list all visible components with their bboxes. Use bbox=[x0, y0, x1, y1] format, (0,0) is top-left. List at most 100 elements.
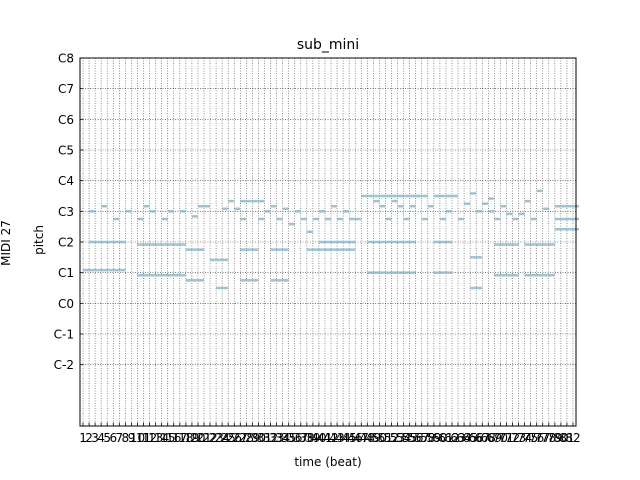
y-tick-label: C3 bbox=[58, 205, 74, 219]
x-tick-label: 79 bbox=[547, 431, 562, 445]
x-tick-label: 40 bbox=[311, 431, 326, 445]
note bbox=[167, 210, 174, 213]
note bbox=[409, 204, 416, 208]
note bbox=[240, 217, 247, 221]
x-tick-label: 27 bbox=[233, 431, 248, 445]
x-tick-label: 5 bbox=[103, 431, 111, 445]
note bbox=[452, 194, 459, 198]
note bbox=[554, 217, 580, 221]
x-tick-label: 18 bbox=[178, 431, 193, 445]
note bbox=[143, 204, 150, 208]
note bbox=[500, 204, 507, 208]
note bbox=[137, 217, 144, 221]
x-tick-label: 51 bbox=[378, 431, 393, 445]
note bbox=[458, 217, 465, 221]
note bbox=[125, 210, 132, 213]
x-tick-label: 76 bbox=[529, 431, 544, 445]
note bbox=[464, 202, 471, 205]
note bbox=[476, 210, 483, 213]
x-tick-label: 26 bbox=[227, 431, 242, 445]
note bbox=[137, 243, 186, 246]
x-tick-label: 67 bbox=[475, 431, 490, 445]
note bbox=[113, 217, 120, 221]
note bbox=[258, 217, 265, 221]
note bbox=[433, 194, 452, 198]
x-tick-label: 42 bbox=[323, 431, 338, 445]
note bbox=[300, 217, 307, 221]
note bbox=[542, 207, 549, 211]
x-ticks: 1234567891011121314151617181920212223242… bbox=[79, 422, 581, 445]
x-tick-label: 81 bbox=[559, 431, 574, 445]
note bbox=[185, 279, 204, 282]
note bbox=[216, 286, 229, 290]
plot-frame bbox=[79, 57, 577, 427]
note bbox=[179, 210, 186, 213]
note bbox=[240, 279, 259, 282]
x-tick-label: 13 bbox=[148, 431, 163, 445]
note bbox=[427, 204, 434, 208]
x-tick-label: 7 bbox=[115, 431, 123, 445]
note bbox=[270, 279, 289, 282]
x-tick-label: 57 bbox=[414, 431, 429, 445]
x-tick-label: 77 bbox=[535, 431, 550, 445]
y-tick-label: C1 bbox=[58, 266, 74, 280]
note bbox=[343, 210, 350, 213]
note bbox=[228, 199, 235, 203]
x-tick-label: 61 bbox=[438, 431, 453, 445]
note bbox=[83, 268, 126, 272]
x-tick-label: 71 bbox=[499, 431, 514, 445]
note bbox=[415, 194, 428, 198]
note bbox=[530, 217, 537, 221]
x-tick-label: 70 bbox=[493, 431, 508, 445]
note bbox=[488, 197, 495, 200]
note bbox=[433, 240, 452, 244]
note bbox=[506, 212, 513, 216]
x-tick-label: 60 bbox=[432, 431, 447, 445]
x-tick-label: 8 bbox=[122, 431, 130, 445]
note bbox=[312, 217, 319, 221]
note bbox=[379, 204, 386, 208]
note bbox=[137, 273, 186, 277]
note bbox=[494, 273, 519, 277]
y-tick-label: C8 bbox=[58, 52, 74, 66]
note bbox=[282, 207, 289, 211]
x-tick-label: 49 bbox=[366, 431, 381, 445]
x-tick-label: 72 bbox=[505, 431, 520, 445]
note bbox=[288, 222, 295, 226]
note bbox=[494, 217, 501, 221]
x-tick-label: 37 bbox=[293, 431, 308, 445]
note bbox=[240, 248, 259, 251]
x-tick-label: 44 bbox=[335, 431, 350, 445]
x-tick-label: 80 bbox=[553, 431, 568, 445]
note bbox=[264, 210, 271, 213]
note bbox=[191, 215, 198, 218]
x-tick-label: 66 bbox=[469, 431, 484, 445]
x-tick-label: 38 bbox=[299, 431, 314, 445]
side-label: MIDI 27 bbox=[0, 220, 13, 266]
note bbox=[324, 217, 332, 221]
note bbox=[367, 271, 416, 274]
x-tick-label: 55 bbox=[402, 431, 417, 445]
x-tick-label: 32 bbox=[263, 431, 278, 445]
x-tick-label: 21 bbox=[196, 431, 211, 445]
note bbox=[234, 207, 241, 211]
note bbox=[554, 204, 580, 208]
note bbox=[270, 248, 289, 251]
x-tick-label: 14 bbox=[154, 431, 169, 445]
note bbox=[470, 192, 477, 195]
x-tick-label: 45 bbox=[342, 431, 357, 445]
x-tick-label: 11 bbox=[136, 431, 151, 445]
note bbox=[337, 217, 344, 221]
x-tick-label: 54 bbox=[396, 431, 411, 445]
note bbox=[470, 256, 483, 259]
x-tick-label: 25 bbox=[221, 431, 236, 445]
note bbox=[403, 217, 410, 221]
x-tick-label: 3 bbox=[91, 431, 99, 445]
x-tick-label: 64 bbox=[456, 431, 471, 445]
note bbox=[149, 210, 156, 213]
x-tick-label: 33 bbox=[269, 431, 284, 445]
x-tick-label: 82 bbox=[565, 431, 580, 445]
x-tick-label: 69 bbox=[487, 431, 502, 445]
